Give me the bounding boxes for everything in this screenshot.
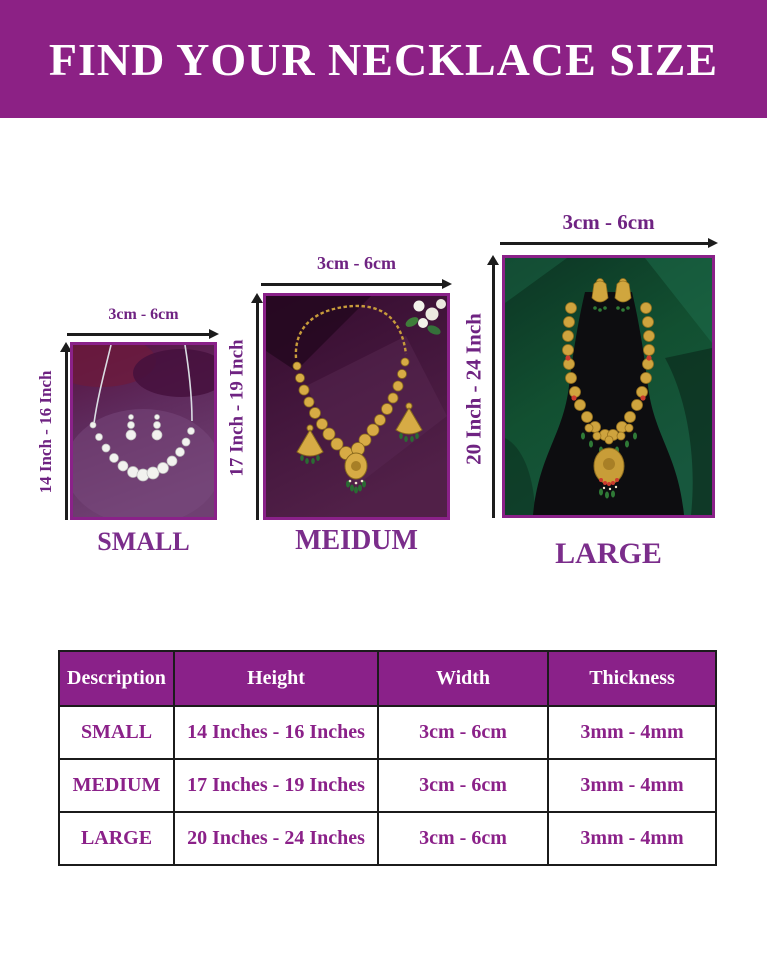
- medium-height-arrow: [251, 293, 263, 520]
- small-height-range-label: 14 Inch - 16 Inch: [36, 370, 55, 494]
- arrow-right-head-icon: [209, 329, 219, 339]
- cell-thickness: 3mm - 4mm: [547, 811, 717, 866]
- large-size-name: LARGE: [555, 537, 662, 570]
- flower-decoration: [405, 299, 446, 335]
- small-necklace-illustration: [73, 345, 214, 517]
- earring-pair: [591, 278, 632, 312]
- medium-width-range-label: 3cm - 6cm: [317, 253, 396, 273]
- large-product-photo: [502, 255, 715, 518]
- red-coral-accents: [565, 355, 652, 401]
- arrow-right-head-icon: [442, 279, 452, 289]
- pendant: [593, 447, 625, 499]
- page-title: FIND YOUR NECKLACE SIZE: [48, 33, 719, 85]
- cell-height: 20 Inches - 24 Inches: [173, 811, 379, 866]
- mannequin-bust: [533, 292, 684, 515]
- haram-necklace: [562, 302, 655, 445]
- earring-right: [395, 402, 423, 442]
- cell-width: 3cm - 6cm: [377, 705, 549, 760]
- cell-thickness: 3mm - 4mm: [547, 705, 717, 760]
- large-width-range-label: 3cm - 6cm: [562, 210, 655, 234]
- cell-height: 17 Inches - 19 Inches: [173, 758, 379, 813]
- arrow-line: [492, 262, 495, 518]
- table-row: LARGE 20 Inches - 24 Inches 3cm - 6cm 3m…: [58, 811, 717, 866]
- table-row: SMALL 14 Inches - 16 Inches 3cm - 6cm 3m…: [58, 705, 717, 760]
- cell-description: SMALL: [58, 705, 175, 760]
- size-chart-table: Description Height Width Thickness SMALL…: [58, 650, 717, 866]
- arrow-up-head-icon: [487, 255, 499, 265]
- earring-left: [296, 424, 324, 464]
- small-height-arrow: [60, 342, 72, 520]
- small-size-name: SMALL: [97, 527, 190, 556]
- small-width-range-label: 3cm - 6cm: [108, 306, 179, 323]
- table-row: MEDIUM 17 Inches - 19 Inches 3cm - 6cm 3…: [58, 758, 717, 813]
- medium-height-range-label: 17 Inch - 19 Inch: [226, 339, 248, 477]
- cell-description: LARGE: [58, 811, 175, 866]
- medium-product-photo: [263, 293, 450, 520]
- col-header-description: Description: [58, 650, 175, 707]
- cell-width: 3cm - 6cm: [377, 811, 549, 866]
- arrow-line: [261, 283, 445, 286]
- header-banner: FIND YOUR NECKLACE SIZE: [0, 0, 767, 118]
- arrow-line: [65, 349, 68, 520]
- pendant: [344, 452, 368, 494]
- large-width-arrow: [500, 238, 718, 248]
- col-header-width: Width: [377, 650, 549, 707]
- arrow-up-head-icon: [60, 342, 72, 352]
- arrow-up-head-icon: [251, 293, 263, 303]
- medium-size-name: MEIDUM: [295, 525, 418, 556]
- cell-height: 14 Inches - 16 Inches: [173, 705, 379, 760]
- arrow-line: [256, 300, 259, 520]
- large-height-range-label: 20 Inch - 24 Inch: [461, 313, 486, 465]
- table-header-row: Description Height Width Thickness: [58, 650, 717, 707]
- col-header-height: Height: [173, 650, 379, 707]
- large-height-arrow: [487, 255, 499, 518]
- cell-thickness: 3mm - 4mm: [547, 758, 717, 813]
- col-header-thickness: Thickness: [547, 650, 717, 707]
- small-product-photo: [70, 342, 217, 520]
- arrow-line: [500, 242, 711, 245]
- cell-description: MEDIUM: [58, 758, 175, 813]
- medium-width-arrow: [261, 279, 452, 289]
- medium-necklace-illustration: [266, 296, 447, 517]
- arrow-line: [67, 333, 212, 336]
- arrow-right-head-icon: [708, 238, 718, 248]
- cell-width: 3cm - 6cm: [377, 758, 549, 813]
- small-width-arrow: [67, 329, 219, 339]
- large-necklace-illustration: [505, 258, 712, 515]
